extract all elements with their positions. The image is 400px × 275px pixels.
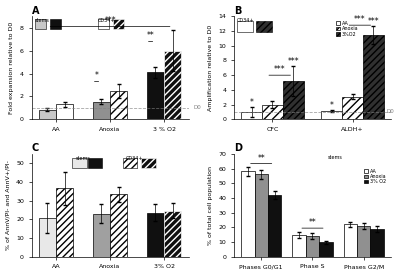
Bar (56, 104, 73, 119)
Bar (56, 188, 73, 257)
Bar (88, 158, 102, 168)
Y-axis label: % of AnnV/PI- and AnnV+/PI-: % of AnnV/PI- and AnnV+/PI- (6, 160, 10, 250)
Text: stems: stems (76, 156, 90, 161)
Y-axis label: % of total cell population: % of total cell population (208, 166, 213, 245)
Bar (344, 224, 357, 257)
Bar (93, 101, 110, 119)
Bar (241, 112, 262, 119)
Bar (306, 236, 319, 257)
Text: *: * (250, 98, 254, 107)
Bar (342, 97, 363, 119)
Bar (35, 20, 46, 29)
Bar (357, 226, 370, 257)
Bar (110, 194, 127, 257)
Text: **: ** (309, 218, 316, 227)
Bar (164, 51, 181, 119)
Bar (164, 211, 181, 257)
Text: ***: *** (368, 17, 379, 26)
Bar (283, 81, 304, 119)
Text: ***: *** (274, 65, 286, 75)
Bar (254, 174, 268, 257)
Bar (110, 91, 127, 119)
Bar (147, 72, 164, 119)
Bar (39, 109, 56, 119)
Bar (93, 214, 110, 257)
Text: C: C (32, 143, 39, 153)
Bar (321, 111, 342, 119)
Text: **: ** (147, 31, 154, 40)
Bar (370, 229, 384, 257)
Text: ***: *** (354, 15, 366, 24)
Text: *: * (95, 72, 98, 80)
Text: ***: *** (288, 57, 299, 66)
Text: D: D (234, 143, 242, 153)
Bar (72, 158, 86, 168)
Text: D0: D0 (194, 105, 202, 110)
Text: A: A (32, 6, 39, 16)
Legend: AA, Anoxia, 3%O2: AA, Anoxia, 3%O2 (334, 19, 360, 38)
Bar (147, 213, 164, 257)
Text: CD34+: CD34+ (237, 18, 255, 23)
Text: ***: *** (104, 16, 116, 26)
Bar (268, 195, 281, 257)
Text: stems: stems (328, 155, 343, 160)
Y-axis label: Fold expansion relative to D0: Fold expansion relative to D0 (10, 22, 14, 114)
Bar (256, 21, 272, 32)
Bar (292, 235, 306, 257)
Bar (319, 242, 332, 257)
Bar (262, 104, 283, 119)
Text: *: * (330, 101, 334, 110)
Bar (237, 21, 253, 32)
Bar (241, 172, 254, 257)
Legend: AA, Anoxia, 3% O2: AA, Anoxia, 3% O2 (362, 167, 388, 186)
Bar (98, 20, 108, 29)
Text: **: ** (257, 154, 265, 163)
Y-axis label: Amplification relative to D0: Amplification relative to D0 (208, 25, 213, 111)
Bar (123, 158, 137, 168)
Text: stems: stems (35, 18, 50, 23)
Bar (113, 20, 124, 29)
Bar (50, 20, 62, 29)
Bar (39, 218, 56, 257)
Text: D0: D0 (386, 109, 394, 114)
Bar (142, 158, 156, 168)
Text: CD34+: CD34+ (98, 18, 115, 23)
Bar (363, 35, 384, 119)
Text: B: B (234, 6, 242, 16)
Text: CD34+: CD34+ (126, 156, 143, 161)
